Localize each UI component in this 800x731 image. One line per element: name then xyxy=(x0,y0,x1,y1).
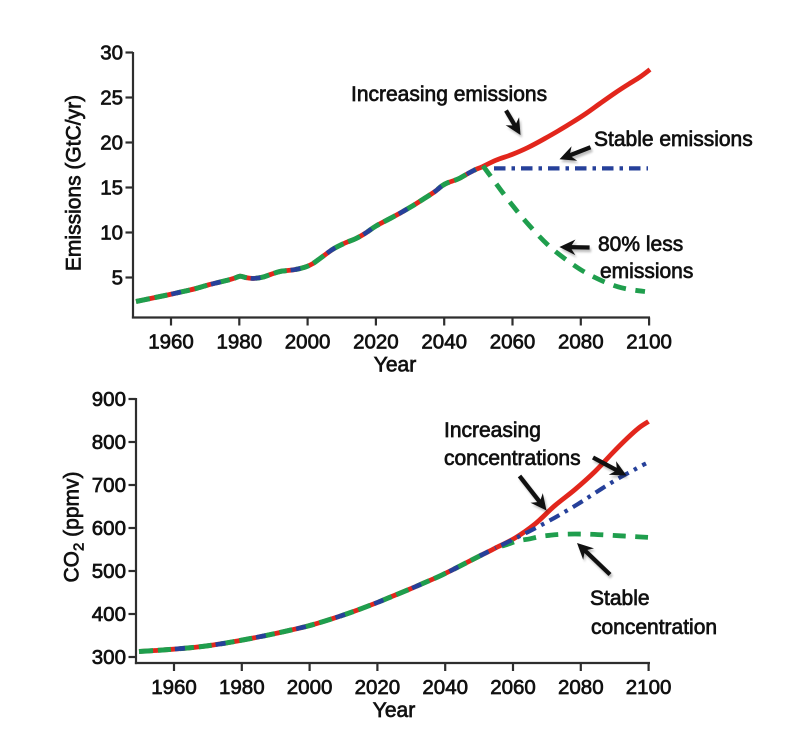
svg-text:2060: 2060 xyxy=(490,676,536,699)
svg-text:concentrations: concentrations xyxy=(444,447,581,470)
svg-text:1980: 1980 xyxy=(219,676,265,699)
svg-text:10: 10 xyxy=(100,222,123,245)
svg-text:500: 500 xyxy=(92,560,126,583)
svg-text:20: 20 xyxy=(100,132,123,155)
svg-text:800: 800 xyxy=(92,431,126,454)
svg-text:Increasing emissions: Increasing emissions xyxy=(351,83,547,106)
svg-text:Emissions (GtC/yr): Emissions (GtC/yr) xyxy=(63,95,86,271)
svg-text:2020: 2020 xyxy=(353,331,399,354)
svg-text:400: 400 xyxy=(92,603,126,626)
svg-text:Increasing: Increasing xyxy=(444,419,541,442)
svg-text:300: 300 xyxy=(92,646,126,669)
svg-text:700: 700 xyxy=(92,474,126,497)
svg-text:2100: 2100 xyxy=(626,331,672,354)
svg-text:25: 25 xyxy=(100,87,123,110)
svg-text:concentration: concentration xyxy=(591,616,717,639)
svg-text:2040: 2040 xyxy=(421,331,467,354)
svg-text:5: 5 xyxy=(112,267,123,290)
svg-text:15: 15 xyxy=(100,177,123,200)
svg-text:2040: 2040 xyxy=(422,676,468,699)
svg-text:1960: 1960 xyxy=(151,676,197,699)
svg-text:emissions: emissions xyxy=(600,260,693,283)
svg-text:Stable emissions: Stable emissions xyxy=(594,128,753,151)
svg-text:1980: 1980 xyxy=(216,331,262,354)
svg-text:Year: Year xyxy=(374,354,416,377)
svg-text:2000: 2000 xyxy=(287,676,333,699)
svg-text:600: 600 xyxy=(92,517,126,540)
svg-text:2080: 2080 xyxy=(558,331,604,354)
svg-text:30: 30 xyxy=(100,42,123,65)
svg-text:2000: 2000 xyxy=(285,331,331,354)
svg-text:80% less: 80% less xyxy=(598,233,683,256)
svg-text:900: 900 xyxy=(92,388,126,411)
svg-text:2060: 2060 xyxy=(490,331,536,354)
svg-text:Stable: Stable xyxy=(590,587,650,610)
svg-text:CO2 (ppmv): CO2 (ppmv) xyxy=(61,471,88,582)
svg-text:2080: 2080 xyxy=(558,676,604,699)
svg-text:2020: 2020 xyxy=(355,676,401,699)
svg-text:1960: 1960 xyxy=(148,331,194,354)
svg-text:Year: Year xyxy=(373,699,415,722)
svg-text:2100: 2100 xyxy=(626,676,672,699)
